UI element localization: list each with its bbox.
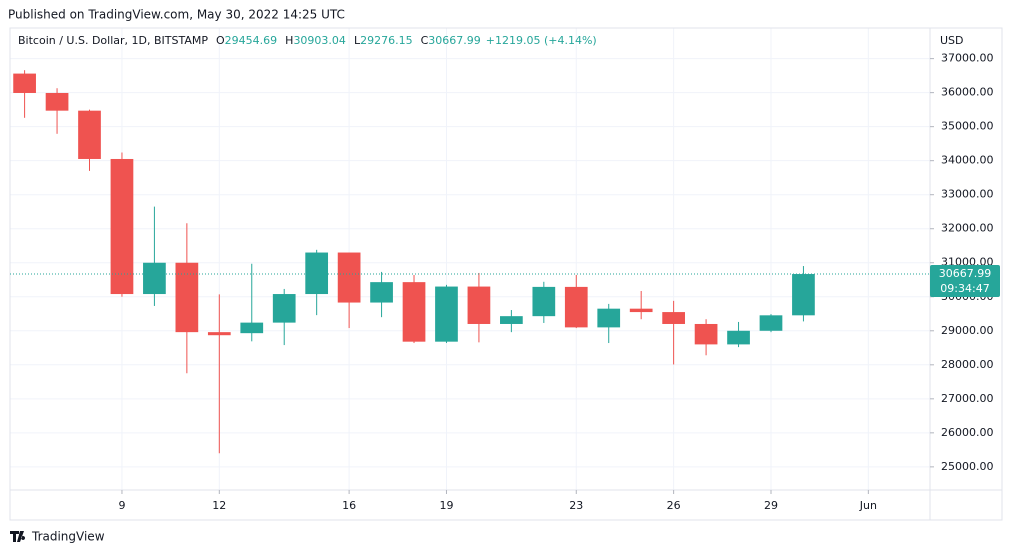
currency-label: USD: [940, 34, 964, 47]
candle-body: [467, 286, 491, 324]
y-tick-label: 29000.00: [941, 324, 994, 337]
candle-body: [629, 308, 653, 313]
candle-body: [240, 322, 264, 334]
legend-header: Bitcoin / U.S. Dollar, 1D, BITSTAMP O2945…: [18, 34, 597, 47]
candle-body: [564, 286, 588, 328]
x-tick-label: Jun: [859, 499, 877, 512]
candle-body: [175, 262, 199, 333]
candle-body: [143, 262, 166, 295]
x-tick-label: 23: [569, 499, 583, 512]
candle-body: [662, 312, 685, 324]
ohlc-value: 29454.69: [225, 34, 278, 47]
candle-body: [207, 332, 231, 336]
x-tick-label: 29: [764, 499, 778, 512]
y-tick-label: 27000.00: [941, 392, 994, 405]
ohlc-letter: H: [285, 34, 293, 47]
y-tick-label: 34000.00: [941, 154, 994, 167]
x-tick-label: 12: [212, 499, 226, 512]
candle-body: [337, 252, 361, 303]
candle-body: [13, 73, 36, 93]
y-tick-label: 26000.00: [941, 426, 994, 439]
ohlc-letter: O: [216, 34, 225, 47]
x-tick-label: 26: [667, 499, 681, 512]
x-tick-label: 16: [342, 499, 356, 512]
y-tick-label: 25000.00: [941, 460, 994, 473]
candle-body: [45, 92, 69, 111]
candle-body: [110, 158, 134, 295]
candle-body: [532, 286, 556, 317]
ohlc-value: 30667.99: [428, 34, 481, 47]
candle-body: [370, 282, 393, 303]
ohlc-value: 30903.04: [293, 34, 346, 47]
change-label: +1219.05 (+4.14%): [486, 34, 597, 47]
ohlc-letter: C: [421, 34, 429, 47]
last-price-label: 30667.99: [939, 267, 992, 280]
symbol-title: Bitcoin / U.S. Dollar, 1D, BITSTAMP: [18, 34, 208, 47]
candle-body: [435, 286, 458, 342]
candle-body: [694, 323, 718, 345]
brand-logo: TradingView: [10, 530, 105, 544]
x-tick-label: 19: [439, 499, 453, 512]
y-tick-label: 36000.00: [941, 86, 994, 99]
candle-body: [272, 294, 296, 323]
candle-body: [402, 282, 426, 342]
candle-body: [305, 252, 329, 295]
candle-body: [759, 315, 783, 331]
brand-name: TradingView: [31, 530, 105, 544]
published-note: Published on TradingView.com, May 30, 20…: [8, 8, 345, 22]
y-tick-label: 33000.00: [941, 188, 994, 201]
ohlc-letter: L: [354, 34, 361, 47]
x-tick-label: 9: [118, 499, 125, 512]
candle-body: [727, 330, 750, 345]
y-tick-label: 37000.00: [941, 52, 994, 65]
legend-text: Bitcoin / U.S. Dollar, 1D, BITSTAMP O2945…: [18, 34, 597, 47]
y-tick-label: 28000.00: [941, 358, 994, 371]
y-tick-label: 32000.00: [941, 222, 994, 235]
ohlc-value: 29276.15: [360, 34, 413, 47]
countdown-label: 09:34:47: [940, 282, 989, 295]
candle-body: [78, 110, 101, 159]
last-price-box: [930, 265, 1000, 298]
candle-body: [792, 274, 815, 316]
candle-body: [597, 308, 621, 328]
grid: [10, 28, 930, 490]
candle-body: [500, 316, 523, 324]
y-tick-label: 35000.00: [941, 120, 994, 133]
